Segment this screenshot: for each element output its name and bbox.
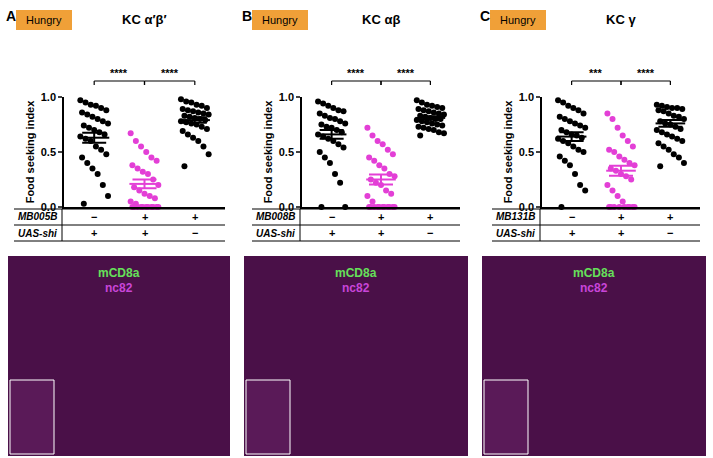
svg-text:Food seeking index: Food seeking index — [24, 100, 36, 204]
svg-text:UAS-shi: UAS-shi — [18, 228, 57, 239]
svg-text:Hungry: Hungry — [500, 14, 536, 26]
svg-text:C: C — [480, 8, 490, 24]
svg-text:B: B — [242, 8, 252, 24]
svg-text:−: − — [329, 211, 335, 223]
svg-text:****: **** — [347, 67, 365, 79]
svg-text:0.0: 0.0 — [519, 201, 534, 213]
svg-text:−: − — [192, 227, 198, 239]
svg-text:+: + — [618, 211, 624, 223]
svg-text:+: + — [378, 211, 384, 223]
svg-text:−: − — [667, 227, 673, 239]
svg-text:+: + — [618, 227, 624, 239]
svg-text:+: + — [192, 211, 198, 223]
svg-text:+: + — [142, 211, 148, 223]
svg-text:UAS-shi: UAS-shi — [256, 228, 295, 239]
svg-text:1.0: 1.0 — [279, 91, 294, 103]
svg-text:nc82: nc82 — [580, 281, 608, 295]
svg-text:****: **** — [637, 67, 655, 79]
svg-text:−: − — [427, 227, 433, 239]
svg-text:0.5: 0.5 — [279, 146, 294, 158]
svg-text:mCD8a: mCD8a — [573, 266, 615, 280]
svg-text:UAS-shi: UAS-shi — [496, 228, 535, 239]
svg-text:MB131B: MB131B — [496, 211, 535, 222]
svg-text:MB005B: MB005B — [18, 211, 57, 222]
svg-text:KC α′β′: KC α′β′ — [122, 12, 167, 27]
svg-text:+: + — [142, 227, 148, 239]
svg-text:−: − — [569, 211, 575, 223]
svg-text:0.5: 0.5 — [41, 146, 56, 158]
svg-text:+: + — [667, 211, 673, 223]
svg-text:****: **** — [110, 67, 128, 79]
svg-text:A: A — [6, 8, 16, 24]
svg-text:1.0: 1.0 — [519, 91, 534, 103]
svg-text:Hungry: Hungry — [26, 14, 62, 26]
svg-text:+: + — [378, 227, 384, 239]
svg-text:1.0: 1.0 — [41, 91, 56, 103]
svg-text:nc82: nc82 — [342, 281, 370, 295]
svg-text:0.0: 0.0 — [279, 201, 294, 213]
svg-text:+: + — [329, 227, 335, 239]
svg-text:****: **** — [161, 67, 179, 79]
svg-text:Hungry: Hungry — [262, 14, 298, 26]
svg-text:0.0: 0.0 — [41, 201, 56, 213]
svg-text:0.5: 0.5 — [519, 146, 534, 158]
svg-text:−: − — [91, 211, 97, 223]
svg-text:KC γ: KC γ — [606, 12, 636, 27]
svg-text:mCD8a: mCD8a — [98, 266, 140, 280]
svg-text:KC αβ: KC αβ — [362, 12, 400, 27]
svg-text:+: + — [569, 227, 575, 239]
svg-text:Food seeking index: Food seeking index — [502, 100, 514, 204]
svg-text:***: *** — [589, 67, 603, 79]
svg-text:nc82: nc82 — [105, 281, 133, 295]
svg-text:+: + — [427, 211, 433, 223]
svg-text:MB008B: MB008B — [256, 211, 295, 222]
svg-text:****: **** — [397, 67, 415, 79]
svg-text:+: + — [91, 227, 97, 239]
svg-text:Food seeking index: Food seeking index — [262, 100, 274, 204]
svg-text:mCD8a: mCD8a — [335, 266, 377, 280]
